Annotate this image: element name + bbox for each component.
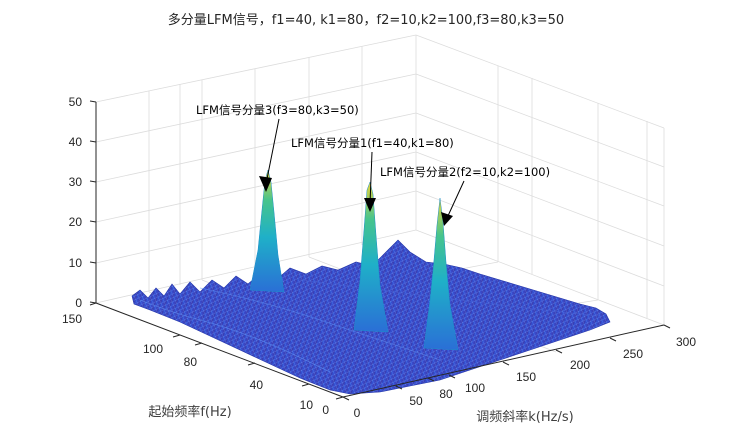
svg-text:0: 0 [354, 406, 361, 420]
svg-text:80: 80 [184, 355, 198, 369]
svg-text:50: 50 [409, 394, 423, 408]
svg-text:30: 30 [69, 175, 83, 189]
svg-text:0: 0 [75, 296, 82, 310]
back-right-wall-grid [415, 34, 665, 326]
peak-1 [353, 181, 389, 333]
peak-2 [423, 197, 459, 351]
svg-text:150: 150 [62, 312, 82, 326]
svg-text:10: 10 [69, 256, 83, 270]
svg-text:20: 20 [69, 215, 83, 229]
f-axis-ticks: 150 100 80 40 10 0 [62, 302, 344, 417]
svg-text:50: 50 [69, 95, 83, 109]
svg-text:200: 200 [570, 358, 590, 372]
y-axis-label: 起始频率f(Hz) [148, 404, 231, 420]
axes [95, 102, 665, 398]
svg-text:150: 150 [516, 370, 536, 384]
k-axis-ticks: 0 50 80 100 150 200 250 300 [342, 324, 696, 420]
annotation-peak-2: LFM信号分量2(f2=10,k2=100) [380, 165, 550, 226]
svg-text:250: 250 [623, 347, 643, 361]
x-axis-label: 调频斜率k(Hz/s) [476, 409, 573, 425]
svg-text:80: 80 [439, 387, 453, 401]
svg-text:10: 10 [300, 398, 314, 412]
svg-text:LFM信号分量3(f3=80,k3=50): LFM信号分量3(f3=80,k3=50) [196, 103, 359, 117]
svg-text:LFM信号分量2(f2=10,k2=100): LFM信号分量2(f2=10,k2=100) [380, 165, 550, 179]
chart-title: 多分量LFM信号，f1=40, k1=80，f2=10,k2=100,f3=80… [168, 12, 564, 28]
annotation-peak-1: LFM信号分量1(f1=40,k1=80) [291, 136, 454, 212]
svg-text:100: 100 [143, 342, 163, 356]
svg-text:40: 40 [250, 378, 264, 392]
peak-3 [249, 169, 285, 293]
svg-text:40: 40 [69, 135, 83, 149]
svg-text:300: 300 [676, 335, 696, 349]
svg-text:LFM信号分量1(f1=40,k1=80): LFM信号分量1(f1=40,k1=80) [291, 136, 454, 150]
z-axis-ticks: 50 40 30 20 10 0 [69, 95, 97, 310]
svg-text:100: 100 [465, 381, 485, 395]
svg-text:0: 0 [322, 403, 329, 417]
annotation-peak-3: LFM信号分量3(f3=80,k3=50) [196, 103, 359, 192]
